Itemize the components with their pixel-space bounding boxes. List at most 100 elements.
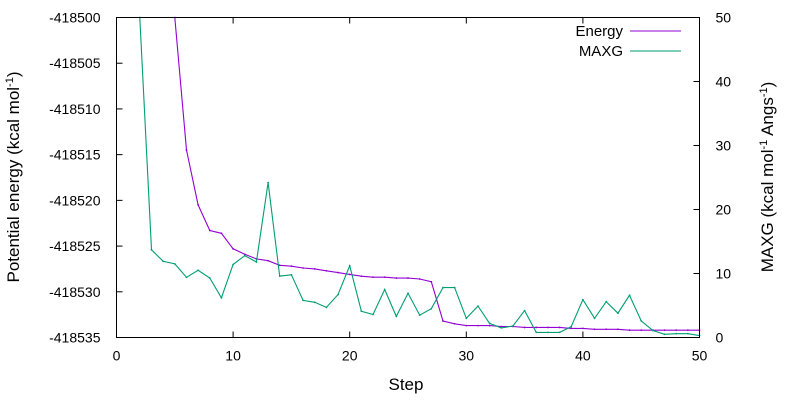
left-axis-title-tail: ): [4, 71, 23, 77]
data-point-maxg: [500, 327, 503, 329]
data-point-maxg: [535, 331, 538, 334]
data-point-maxg: [477, 305, 479, 308]
data-point-energy: [477, 324, 479, 327]
data-point-energy: [675, 329, 678, 332]
data-point-energy: [302, 267, 304, 269]
data-point-energy: [535, 326, 538, 329]
data-point-energy: [407, 277, 409, 279]
data-point-energy: [290, 265, 293, 268]
data-point-energy: [267, 259, 269, 262]
data-point-maxg: [558, 331, 561, 334]
series-line-maxg: [139, 17, 700, 337]
data-point-maxg: [173, 263, 176, 265]
data-point-energy: [558, 326, 561, 329]
data-point-energy: [348, 273, 351, 276]
legend: Energy MAXG: [575, 23, 681, 60]
data-point-energy: [628, 329, 631, 332]
data-point-energy: [185, 149, 188, 151]
x-tick-label: 40: [575, 348, 591, 364]
data-point-energy: [442, 320, 444, 322]
data-point-maxg: [360, 310, 363, 313]
data-point-maxg: [547, 331, 549, 334]
data-point-maxg: [465, 317, 468, 320]
data-point-maxg: [232, 263, 235, 266]
data-point-maxg: [582, 298, 584, 301]
data-point-maxg: [651, 329, 654, 332]
data-point-maxg: [302, 299, 304, 302]
data-point-maxg: [395, 315, 398, 318]
plot-frame: [116, 17, 700, 338]
data-point-energy: [547, 326, 549, 329]
left-y-tick-label: -418510: [49, 101, 101, 117]
left-y-tick-label: -418525: [49, 238, 101, 254]
right-axis-title: MAXG (kcal mol-1 Angs-1): [758, 82, 777, 273]
x-tick-label: 0: [113, 348, 121, 364]
data-point-energy: [232, 247, 235, 250]
data-point-maxg: [605, 300, 608, 303]
data-point-maxg: [383, 288, 386, 291]
left-axis-title-sup: -1: [4, 77, 16, 87]
right-y-tick-label: 30: [716, 138, 732, 154]
left-axis-title: Potential energy (kcal mol-1): [4, 71, 23, 282]
data-point-maxg: [523, 309, 526, 312]
right-y-tick-label: 50: [716, 10, 732, 26]
data-point-maxg: [593, 317, 596, 320]
right-y-tick-label: 10: [716, 266, 732, 282]
data-point-maxg: [255, 261, 258, 263]
data-point-maxg: [628, 294, 631, 297]
data-point-maxg: [430, 307, 433, 310]
data-point-energy: [278, 264, 281, 267]
data-point-maxg: [278, 275, 281, 277]
data-point-maxg: [348, 264, 351, 267]
x-tick-label: 10: [225, 348, 241, 364]
data-point-maxg: [243, 254, 246, 257]
left-y-tick-label: -418505: [49, 55, 101, 71]
data-point-energy: [243, 253, 246, 256]
data-point-maxg: [453, 286, 456, 289]
data-point-energy: [372, 276, 374, 279]
data-point-energy: [430, 280, 433, 283]
right-y-tick-label: 20: [716, 202, 732, 218]
x-tick-label: 30: [459, 348, 475, 364]
data-point-energy: [593, 328, 596, 331]
data-point-energy: [616, 328, 619, 331]
right-axis-title-tail: ): [758, 82, 777, 88]
data-point-energy: [605, 328, 608, 331]
data-point-maxg: [675, 332, 678, 335]
data-point-maxg: [442, 286, 444, 289]
left-y-tick-label: -418515: [49, 147, 101, 163]
data-point-energy: [313, 268, 316, 270]
data-point-maxg: [640, 319, 643, 322]
data-point-maxg: [570, 325, 573, 328]
data-point-maxg: [220, 296, 223, 299]
data-point-energy: [197, 204, 200, 206]
right-y-tick-label: 0: [716, 330, 724, 346]
data-point-maxg: [337, 293, 339, 296]
data-point-energy: [582, 327, 584, 330]
data-point-energy: [640, 329, 643, 332]
data-point-energy: [418, 278, 421, 280]
right-axis-title-mid: Angs: [758, 97, 777, 140]
data-point-energy: [325, 269, 328, 272]
data-point-maxg: [150, 248, 153, 251]
data-point-energy: [395, 277, 398, 279]
data-point-energy: [360, 275, 363, 278]
right-axis-title-sup1: -1: [758, 140, 770, 150]
x-tick-label: 50: [692, 348, 708, 364]
data-point-maxg: [372, 313, 374, 316]
legend-label-maxg: MAXG: [579, 43, 623, 60]
data-point-energy: [570, 327, 573, 330]
data-point-maxg: [512, 325, 514, 327]
series-line-energy: [174, 17, 700, 331]
data-point-maxg: [162, 260, 165, 263]
data-point-energy: [488, 324, 491, 327]
right-y-tick-label: 40: [716, 74, 732, 90]
left-y-tick-label: -418530: [49, 284, 101, 300]
data-point-maxg: [407, 292, 409, 295]
data-point-energy: [383, 276, 386, 279]
data-point-maxg: [418, 314, 421, 316]
data-point-energy: [220, 232, 223, 235]
data-point-energy: [337, 271, 339, 274]
data-point-maxg: [616, 312, 619, 315]
